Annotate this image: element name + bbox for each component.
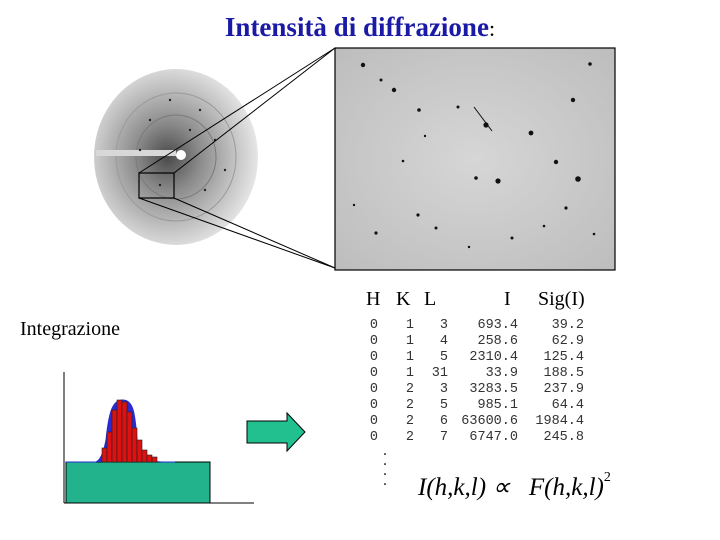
header-sig: Sig(I): [538, 288, 585, 310]
cell-i: 3283.5: [469, 382, 518, 397]
cell-i: 985.1: [477, 398, 518, 413]
cell-h: 0: [369, 414, 378, 429]
cell-l: 6: [439, 414, 448, 429]
cell-i: 63600.6: [461, 414, 518, 429]
cell-i: 6747.0: [469, 430, 518, 445]
header-k: K: [396, 288, 411, 310]
cell-k: 2: [405, 382, 414, 397]
cell-l: 31: [431, 366, 448, 381]
cell-h: 0: [369, 382, 378, 397]
right-arrow-icon: [246, 411, 306, 453]
cell-sig: 245.8: [543, 430, 584, 445]
cell-i: 2310.4: [469, 350, 518, 365]
cell-sig: 39.2: [551, 318, 584, 333]
cell-h: 0: [369, 334, 378, 349]
cell-l: 4: [439, 334, 448, 349]
cell-i: 693.4: [477, 318, 518, 333]
cell-k: 1: [405, 318, 414, 333]
formula-rhs: F(h,k,l): [528, 474, 604, 501]
intensity-formula: I(h,k,l) ∝ F(h,k,l)2: [418, 470, 611, 502]
cell-l: 3: [439, 382, 448, 397]
cell-k: 2: [405, 414, 414, 429]
cell-l: 3: [439, 318, 448, 333]
detector-image: [94, 69, 258, 245]
cell-h: 0: [369, 318, 378, 333]
magnified-diffraction-panel: [334, 47, 616, 271]
integration-bars: [101, 399, 158, 463]
cell-k: 2: [405, 430, 414, 445]
background-box: [65, 461, 211, 504]
cell-k: 1: [405, 350, 414, 365]
cell-h: 0: [369, 398, 378, 413]
cell-sig: 125.4: [543, 350, 584, 365]
cell-h: 0: [369, 430, 378, 445]
cell-sig: 64.4: [551, 398, 584, 413]
continuation-dots: ....: [383, 442, 387, 489]
cell-sig: 1984.4: [535, 414, 584, 429]
zoom-lines: [138, 47, 336, 269]
cell-h: 0: [369, 350, 378, 365]
header-l: L: [424, 288, 437, 310]
cell-sig: 62.9: [551, 334, 584, 349]
header-h: H: [366, 288, 381, 310]
cell-sig: 237.9: [543, 382, 584, 397]
cell-l: 5: [439, 350, 448, 365]
header-i: I: [504, 288, 511, 310]
integration-plot: [63, 372, 254, 504]
zoom-region: [138, 172, 175, 199]
cell-h: 0: [369, 366, 378, 381]
integration-label: Integrazione: [20, 318, 120, 340]
cell-l: 5: [439, 398, 448, 413]
table-header: H K L I Sig(I): [366, 288, 585, 426]
cell-k: 2: [405, 398, 414, 413]
formula-lhs: I(h,k,l) ∝: [418, 474, 511, 501]
formula-exponent: 2: [603, 470, 611, 485]
cell-sig: 188.5: [543, 366, 584, 381]
page-title: Intensità di diffrazione:: [224, 12, 496, 42]
cell-k: 1: [405, 366, 414, 381]
cell-i: 258.6: [477, 334, 518, 349]
cell-k: 1: [405, 334, 414, 349]
cell-l: 7: [439, 430, 448, 445]
cell-i: 33.9: [485, 366, 518, 381]
